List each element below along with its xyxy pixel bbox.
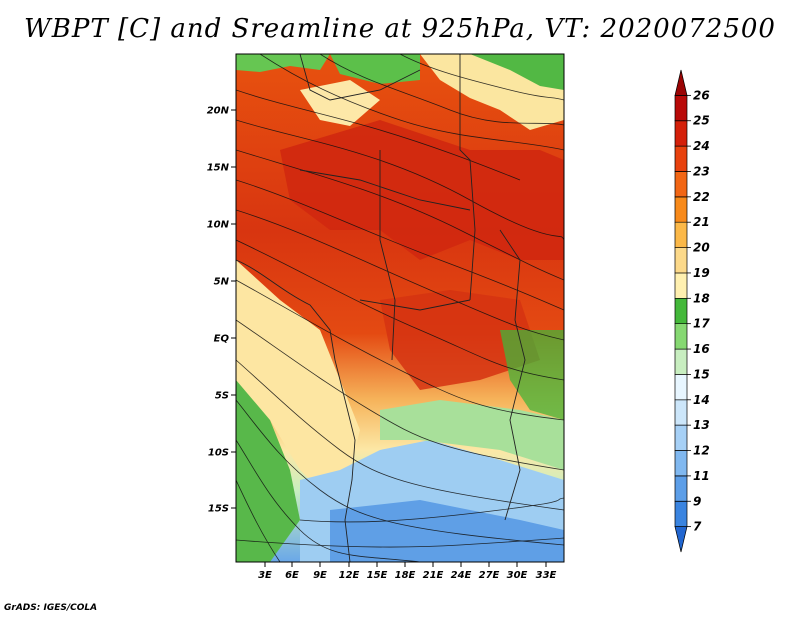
lat-tick-label: EQ — [214, 334, 230, 345]
colorbar-segment — [674, 69, 688, 96]
colorbar-segment — [674, 221, 688, 248]
colorbar-label: 24 — [693, 139, 710, 153]
colorbar-label: 25 — [693, 114, 710, 128]
colorbar-label: 13 — [693, 418, 710, 432]
lon-tick-label: 15E — [367, 570, 388, 581]
longitude-axis: 3E 6E 9E 12E 15E 18E 21E 24E 27E 30E 33E — [258, 562, 557, 581]
colorbar-label: 20 — [693, 241, 710, 255]
colorbar-label: 11 — [693, 469, 710, 483]
colorbar-segment — [674, 120, 688, 147]
colorbar-segment — [674, 526, 688, 553]
map-frame — [235, 53, 565, 563]
colorbar-label: 12 — [693, 444, 710, 458]
colorbar-segment — [674, 475, 688, 502]
credit-text: GrADS: IGES/COLA — [4, 603, 98, 613]
colorbar-segment — [674, 500, 688, 527]
colorbar-label: 7 — [693, 520, 702, 534]
lon-tick-label: 3E — [258, 570, 272, 581]
colorbar-label: 19 — [693, 266, 710, 280]
lon-tick-label: 21E — [423, 570, 444, 581]
colorbar-label: 22 — [693, 190, 710, 204]
chart-title: WBPT [C] and Sreamline at 925hPa, VT: 20… — [24, 14, 776, 44]
colorbar-segment — [674, 450, 688, 477]
colorbar-label: 26 — [693, 88, 710, 102]
lon-tick-label: 30E — [507, 570, 528, 581]
lon-tick-label: 18E — [395, 570, 416, 581]
colorbar-label: 17 — [693, 317, 710, 331]
colorbar-segment — [674, 171, 688, 198]
colorbar: 7 9 11 12 13 14 15 16 17 18 19 20 21 22 23 24 25 26 — [674, 69, 710, 553]
colorbar-segment — [674, 196, 688, 223]
colorbar-segment — [674, 145, 688, 172]
colorbar-segment — [674, 399, 688, 426]
wbpt-field — [236, 54, 564, 562]
lat-tick-label: 5N — [214, 277, 230, 288]
colorbar-segment — [674, 374, 688, 401]
lat-tick-label: 15S — [208, 504, 229, 515]
latitude-axis: 20N 15N 10N 5N EQ 5S 10S 15S — [207, 106, 236, 515]
colorbar-label: 18 — [693, 291, 710, 305]
colorbar-label: 14 — [693, 393, 710, 407]
lat-tick-label: 10N — [207, 220, 230, 231]
colorbar-label: 23 — [693, 164, 710, 178]
colorbar-segment — [674, 247, 688, 274]
lon-tick-label: 24E — [451, 570, 472, 581]
colorbar-segment — [674, 297, 688, 325]
lon-tick-label: 9E — [313, 570, 327, 581]
lat-tick-label: 20N — [207, 106, 230, 117]
colorbar-label: 16 — [693, 342, 710, 356]
colorbar-label: 15 — [693, 367, 710, 381]
lat-tick-label: 15N — [207, 163, 230, 174]
colorbar-segment — [674, 424, 688, 451]
colorbar-segment — [674, 348, 688, 375]
lon-tick-label: 27E — [479, 570, 500, 581]
colorbar-segment — [674, 95, 688, 122]
colorbar-label: 21 — [693, 215, 710, 229]
colorbar-segment — [674, 323, 688, 350]
colorbar-label: 9 — [693, 494, 701, 508]
lon-tick-label: 6E — [285, 570, 299, 581]
lat-tick-label: 5S — [215, 391, 229, 402]
colorbar-segment — [674, 272, 688, 299]
lon-tick-label: 12E — [339, 570, 360, 581]
lon-tick-label: 33E — [536, 570, 557, 581]
lat-tick-label: 10S — [208, 448, 229, 459]
